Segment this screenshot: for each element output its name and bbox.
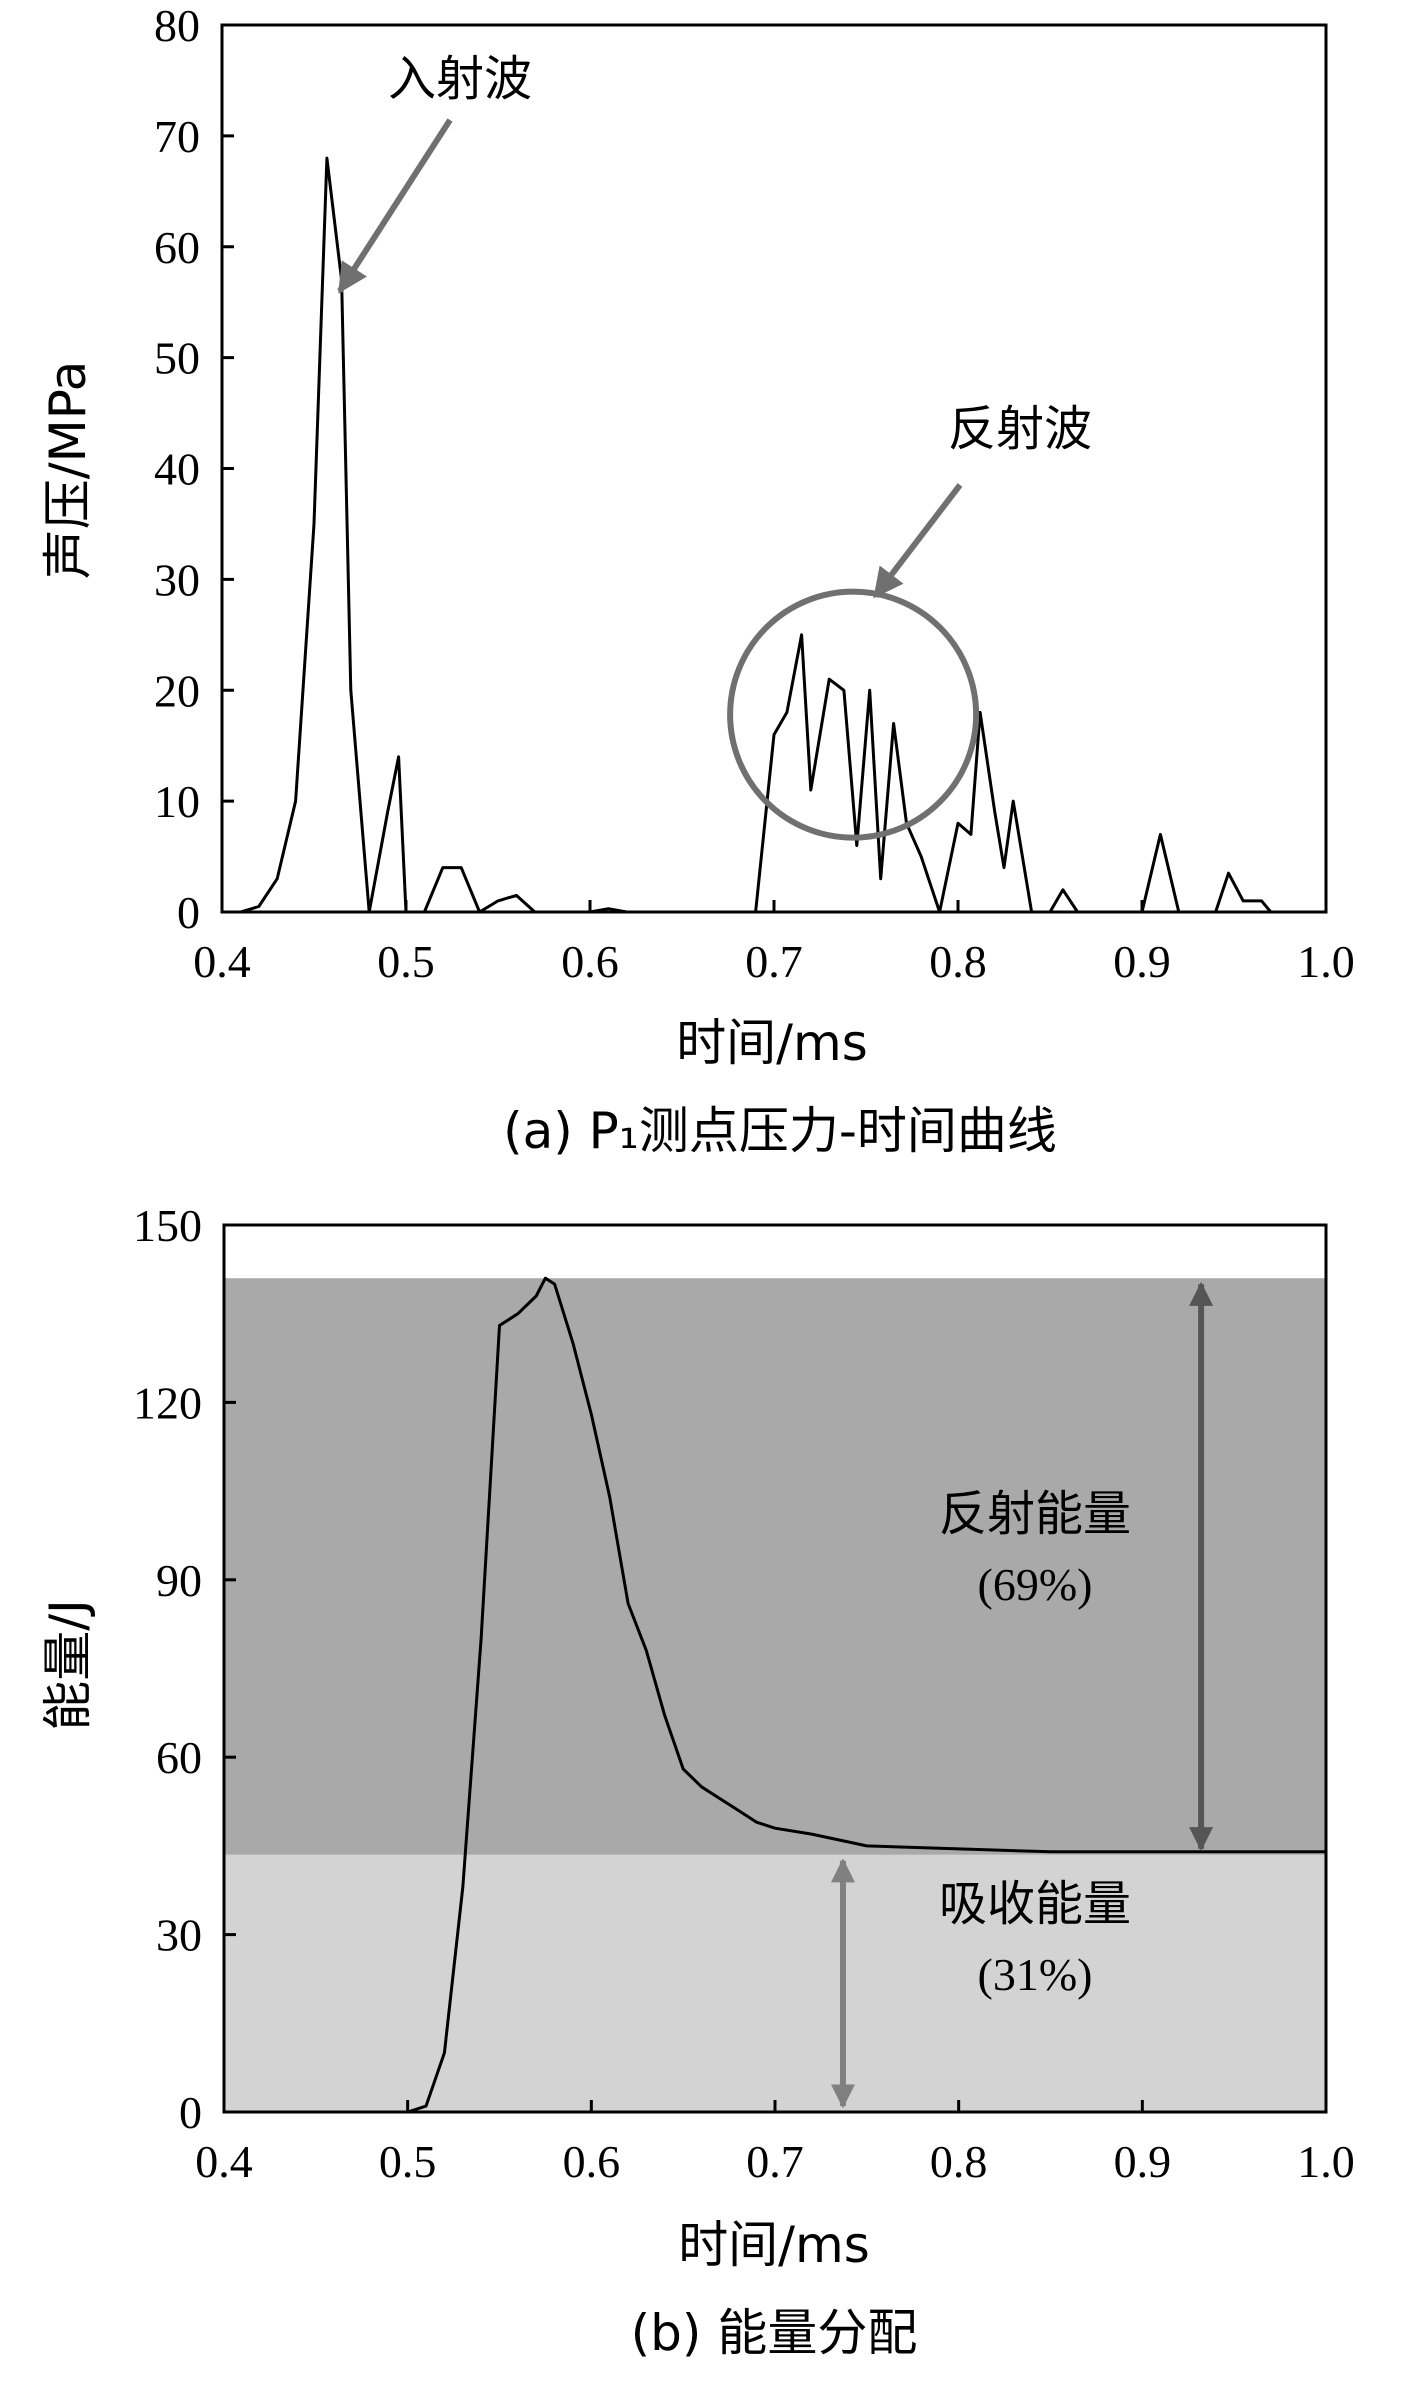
x-tick-label: 0.5	[377, 936, 435, 987]
energy-y-axis-label: 能量/J	[39, 1599, 97, 1731]
y-tick-label: 70	[154, 111, 200, 162]
pressure-y-ticks: 0 10 20 30 40 50 60 70 80	[154, 0, 234, 938]
x-tick-label: 0.7	[746, 2136, 804, 2187]
y-tick-label: 10	[154, 776, 200, 827]
x-tick-label: 0.8	[929, 936, 987, 987]
reflected-wave-arrow	[872, 483, 963, 599]
absorbed-energy-percent: (31%)	[978, 1949, 1093, 2000]
energy-x-axis-label: 时间/ms	[678, 2216, 870, 2274]
x-tick-label: 0.9	[1114, 2136, 1172, 2187]
x-tick-label: 0.7	[745, 936, 803, 987]
y-tick-label: 90	[156, 1555, 202, 1606]
y-tick-label: 150	[133, 1200, 202, 1251]
x-tick-label: 1.0	[1297, 2136, 1355, 2187]
pressure-axes	[220, 23, 1328, 914]
pressure-plot-frame	[220, 23, 1328, 914]
x-tick-label: 0.8	[930, 2136, 988, 2187]
energy-line	[407, 1276, 1326, 2114]
y-tick-label: 20	[154, 665, 200, 716]
pressure-chart-caption: (a) P₁测点压力-时间曲线	[503, 1102, 1057, 1160]
y-tick-label: 120	[133, 1377, 202, 1428]
absorbed-energy-band	[224, 1854, 1326, 2112]
x-tick-label: 0.4	[193, 936, 251, 987]
reflected-energy-label: 反射能量	[939, 1486, 1131, 1542]
energy-y-ticks: 0 30 60 90 120 150	[133, 1200, 236, 2138]
incident-wave-label: 入射波	[388, 51, 532, 107]
x-tick-label: 0.6	[561, 936, 619, 987]
y-tick-label: 60	[156, 1732, 202, 1783]
y-tick-label: 40	[154, 444, 200, 495]
y-tick-label: 80	[154, 0, 200, 51]
x-tick-label: 0.4	[195, 2136, 253, 2187]
reflected-wave-label: 反射波	[948, 401, 1092, 457]
y-tick-label: 30	[156, 1910, 202, 1961]
energy-series	[407, 1276, 1326, 2114]
y-tick-label: 60	[154, 222, 200, 273]
energy-distribution-chart: 反射能量 (69%) 吸收能量 (31%) 0.4 0.5 0.6 0.7 0.8 0.9 1.0…	[39, 1200, 1355, 2362]
energy-annotations: 反射能量 (69%) 吸收能量 (31%)	[830, 1281, 1214, 2109]
energy-chart-caption: (b) 能量分配	[631, 2304, 918, 2362]
x-tick-label: 1.0	[1297, 936, 1355, 987]
reflected-wave-circle	[727, 588, 980, 841]
x-tick-label: 0.6	[563, 2136, 621, 2187]
energy-x-ticks: 0.4 0.5 0.6 0.7 0.8 0.9 1.0	[195, 2100, 1355, 2187]
pressure-series	[222, 156, 1326, 914]
pressure-x-axis-label: 时间/ms	[676, 1014, 868, 1072]
y-tick-label: 0	[179, 2087, 202, 2138]
pressure-y-axis-label: 声压/MPa	[39, 361, 97, 580]
reflected-energy-percent: (69%)	[978, 1559, 1093, 1610]
incident-wave-arrow	[337, 118, 453, 294]
reflected-energy-band	[224, 1278, 1326, 1855]
y-tick-label: 30	[154, 554, 200, 605]
y-tick-label: 0	[177, 887, 200, 938]
x-tick-label: 0.5	[379, 2136, 437, 2187]
y-tick-label: 50	[154, 333, 200, 384]
absorbed-energy-label: 吸收能量	[939, 1876, 1131, 1932]
x-tick-label: 0.9	[1113, 936, 1171, 987]
pressure-x-ticks: 0.4 0.5 0.6 0.7 0.8 0.9 1.0	[193, 900, 1355, 987]
energy-bands	[224, 1278, 1326, 2112]
pressure-line	[222, 156, 1326, 914]
